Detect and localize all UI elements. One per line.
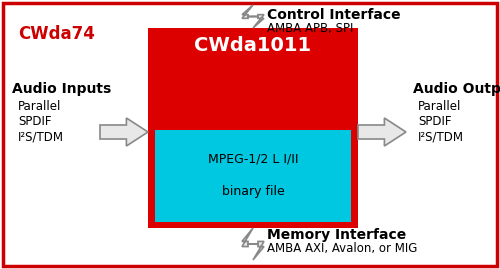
- Polygon shape: [242, 5, 264, 28]
- Text: Audio Outputs: Audio Outputs: [413, 82, 500, 96]
- Text: Parallel: Parallel: [418, 100, 462, 113]
- Text: MPEG-1/2 L I/II: MPEG-1/2 L I/II: [208, 152, 298, 165]
- Text: AMBA AXI, Avalon, or MIG: AMBA AXI, Avalon, or MIG: [267, 242, 418, 255]
- Bar: [148, 28, 358, 228]
- Polygon shape: [242, 228, 264, 260]
- Text: Audio Inputs: Audio Inputs: [12, 82, 111, 96]
- Text: CWda1011: CWda1011: [194, 36, 312, 55]
- Text: I²S/TDM: I²S/TDM: [18, 130, 64, 143]
- Text: SPDIF: SPDIF: [18, 115, 52, 128]
- Bar: [155, 130, 351, 222]
- Text: SPDIF: SPDIF: [418, 115, 452, 128]
- Text: binary file: binary file: [222, 185, 284, 198]
- Text: Control Interface: Control Interface: [267, 8, 400, 22]
- Text: Memory Interface: Memory Interface: [267, 228, 406, 242]
- Text: CWda74: CWda74: [18, 25, 95, 43]
- Text: Parallel: Parallel: [18, 100, 62, 113]
- Text: I²S/TDM: I²S/TDM: [418, 130, 464, 143]
- Polygon shape: [358, 118, 406, 146]
- Polygon shape: [100, 118, 148, 146]
- Text: AMBA APB, SPI: AMBA APB, SPI: [267, 22, 354, 35]
